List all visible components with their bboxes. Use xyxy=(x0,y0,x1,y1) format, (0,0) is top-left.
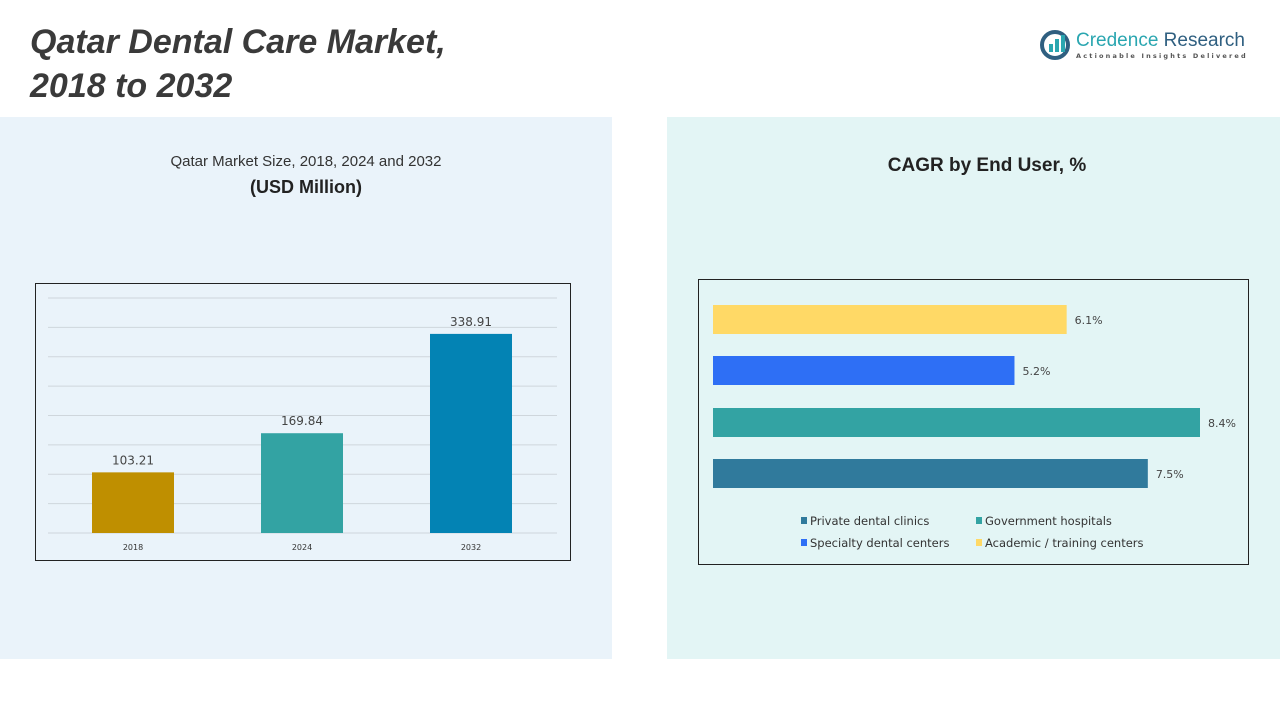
x-tick-label: 2024 xyxy=(292,543,312,552)
legend-item: Specialty dental centers xyxy=(810,536,949,550)
market-size-chart-frame xyxy=(35,283,571,561)
data-label: 7.5% xyxy=(1156,468,1184,481)
market-size-subtitle: (USD Million) xyxy=(250,177,362,197)
x-tick-label: 2032 xyxy=(461,543,481,552)
cagr-title: CAGR by End User, % xyxy=(887,155,1087,176)
data-label: 6.1% xyxy=(1075,314,1103,327)
legend-swatch xyxy=(801,539,807,546)
legend-swatch xyxy=(976,517,982,524)
bar-specialty-dental-centers xyxy=(713,356,1015,385)
bar-academic-training-centers xyxy=(713,305,1067,334)
bar-private-dental-clinics xyxy=(713,459,1148,488)
legend-item: Private dental clinics xyxy=(810,514,929,528)
cagr-chart-frame xyxy=(698,279,1249,565)
market-size-title: Qatar Market Size, 2018, 2024 and 2032 xyxy=(170,153,442,170)
logo-icon xyxy=(1040,30,1070,60)
legend-swatch xyxy=(801,517,807,524)
legend-swatch xyxy=(976,539,982,546)
legend-item: Academic / training centers xyxy=(985,536,1144,550)
bar-2024 xyxy=(261,433,343,533)
bar-2018 xyxy=(92,472,174,533)
data-label: 338.91 xyxy=(450,315,492,329)
legend-item: Government hospitals xyxy=(985,514,1112,528)
data-label: 103.21 xyxy=(112,453,154,467)
bar-government-hospitals xyxy=(713,408,1200,437)
data-label: 5.2% xyxy=(1022,365,1050,378)
data-label: 169.84 xyxy=(281,414,323,428)
data-label: 8.4% xyxy=(1208,417,1236,430)
logo: Credence Research Actionable Insights De… xyxy=(1040,30,1248,60)
page-title: Qatar Dental Care Market, 2018 to 2032 xyxy=(30,23,446,105)
cagr-panel xyxy=(667,117,1280,659)
x-tick-label: 2018 xyxy=(123,543,143,552)
bar-2032 xyxy=(430,333,512,533)
